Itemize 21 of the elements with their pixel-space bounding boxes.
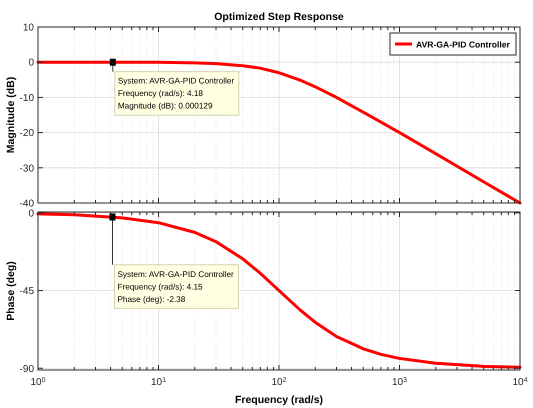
legend-label: AVR-GA-PID Controller (416, 40, 511, 50)
y-axis-title: Phase (deg) (5, 261, 17, 321)
y-tick-label: 0 (28, 208, 34, 220)
annotation: System: AVR-GA-PID Controller Frequency (rad/s): 4.18 Magnitude (dB): 0.000129 (118, 76, 234, 111)
y-tick-label: -45 (20, 286, 34, 298)
y-tick-label: 0 (28, 58, 34, 69)
y-tick-label: -90 (20, 364, 34, 375)
x-axis-title: Frequency (rad/s) (234, 394, 324, 406)
y-tick-label: -20 (20, 128, 34, 140)
x-tick-label: 10$^{4}$ (512, 376, 528, 388)
x-tick-label: 10$^{1}$ (150, 376, 166, 388)
y-tick-label: -10 (20, 92, 34, 104)
y-tick-label: -40 (20, 198, 34, 210)
x-tick-label: 10$^{2}$ (271, 376, 287, 388)
y-tick-label: 10 (22, 22, 34, 34)
x-tick-label: 10$^{3}$ (392, 376, 408, 388)
annotation: System: AVR-GA-PID Controller Frequency (rad/s): 4.15 Phase (deg): -2.38 (117, 270, 234, 304)
chart-title: Optimized Step Response (214, 11, 344, 23)
y-axis-title: Magnitude (dB) (5, 76, 17, 154)
y-tick-label: -30 (20, 163, 34, 174)
x-tick-label: 10$^{0}$ (30, 376, 46, 388)
